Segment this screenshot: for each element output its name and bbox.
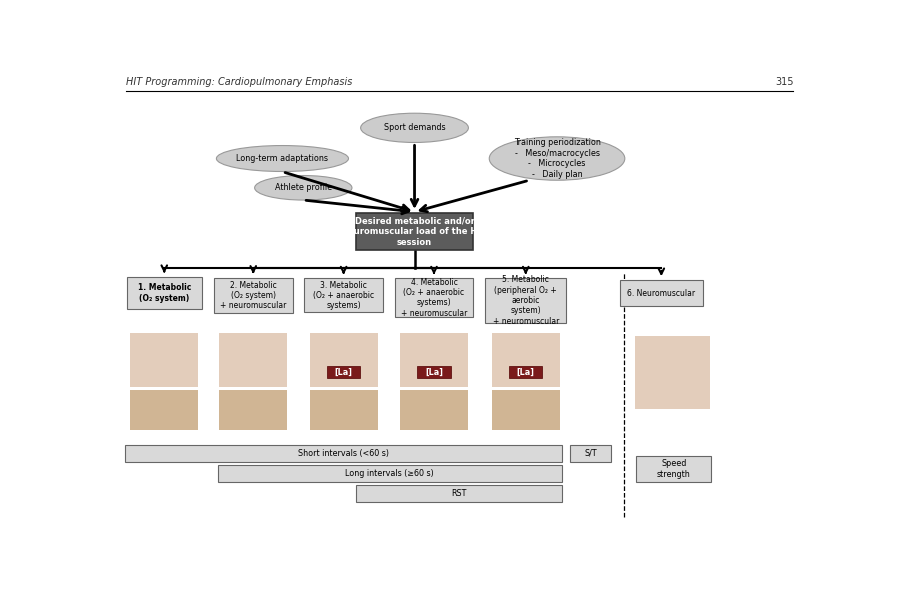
FancyBboxPatch shape (400, 390, 468, 430)
FancyBboxPatch shape (126, 277, 202, 309)
Text: Long intervals (≥60 s): Long intervals (≥60 s) (345, 469, 434, 478)
Ellipse shape (216, 145, 348, 172)
Text: Desired metabolic and/or
neuromuscular load of the HIT
session: Desired metabolic and/or neuromuscular l… (343, 217, 486, 246)
FancyBboxPatch shape (214, 278, 292, 313)
FancyBboxPatch shape (635, 335, 710, 409)
Text: Long-term adaptations: Long-term adaptations (237, 154, 328, 163)
FancyBboxPatch shape (130, 333, 198, 387)
Text: Speed
strength: Speed strength (657, 459, 691, 479)
Text: Athlete profile: Athlete profile (274, 183, 332, 192)
Text: Training periodization
-   Meso/macrocycles
-   Microcycles
-   Daily plan: Training periodization - Meso/macrocycle… (514, 139, 600, 178)
Text: RST: RST (451, 489, 466, 498)
Text: 315: 315 (775, 77, 793, 87)
FancyBboxPatch shape (219, 390, 287, 430)
Text: [La]: [La] (517, 368, 535, 376)
Ellipse shape (255, 175, 352, 200)
FancyBboxPatch shape (417, 366, 450, 378)
Text: 6. Neuromuscular: 6. Neuromuscular (627, 289, 695, 297)
Text: S/T: S/T (585, 449, 597, 457)
Text: 1. Metabolic
(O₂ system): 1. Metabolic (O₂ system) (137, 283, 191, 303)
FancyBboxPatch shape (327, 366, 361, 378)
FancyBboxPatch shape (395, 278, 474, 317)
Text: 4. Metabolic
(O₂ + anaerobic
systems)
+ neuromuscular: 4. Metabolic (O₂ + anaerobic systems) + … (401, 278, 467, 318)
FancyBboxPatch shape (492, 390, 560, 430)
Ellipse shape (361, 113, 468, 142)
Text: 3. Metabolic
(O₂ + anaerobic
systems): 3. Metabolic (O₂ + anaerobic systems) (313, 281, 374, 310)
FancyBboxPatch shape (509, 366, 543, 378)
FancyBboxPatch shape (400, 333, 468, 387)
Text: HIT Programming: Cardiopulmonary Emphasis: HIT Programming: Cardiopulmonary Emphasi… (126, 77, 353, 87)
FancyBboxPatch shape (570, 444, 611, 462)
FancyBboxPatch shape (485, 278, 566, 323)
FancyBboxPatch shape (219, 333, 287, 387)
FancyBboxPatch shape (356, 485, 562, 502)
Text: 5. Metabolic
(peripheral O₂ +
aerobic
system)
+ neuromuscular: 5. Metabolic (peripheral O₂ + aerobic sy… (492, 275, 559, 326)
FancyBboxPatch shape (636, 456, 711, 482)
Text: Short intervals (<60 s): Short intervals (<60 s) (298, 449, 389, 457)
FancyBboxPatch shape (620, 280, 703, 306)
FancyBboxPatch shape (126, 444, 562, 462)
FancyBboxPatch shape (492, 333, 560, 387)
Ellipse shape (489, 137, 625, 180)
FancyBboxPatch shape (309, 390, 378, 430)
Text: [La]: [La] (425, 368, 443, 376)
Text: 2. Metabolic
(O₂ system)
+ neuromuscular: 2. Metabolic (O₂ system) + neuromuscular (220, 281, 286, 310)
FancyBboxPatch shape (356, 213, 473, 250)
FancyBboxPatch shape (130, 390, 198, 430)
FancyBboxPatch shape (304, 278, 383, 313)
Text: Sport demands: Sport demands (384, 123, 445, 132)
FancyBboxPatch shape (309, 333, 378, 387)
Text: [La]: [La] (335, 368, 353, 376)
FancyBboxPatch shape (218, 465, 562, 482)
